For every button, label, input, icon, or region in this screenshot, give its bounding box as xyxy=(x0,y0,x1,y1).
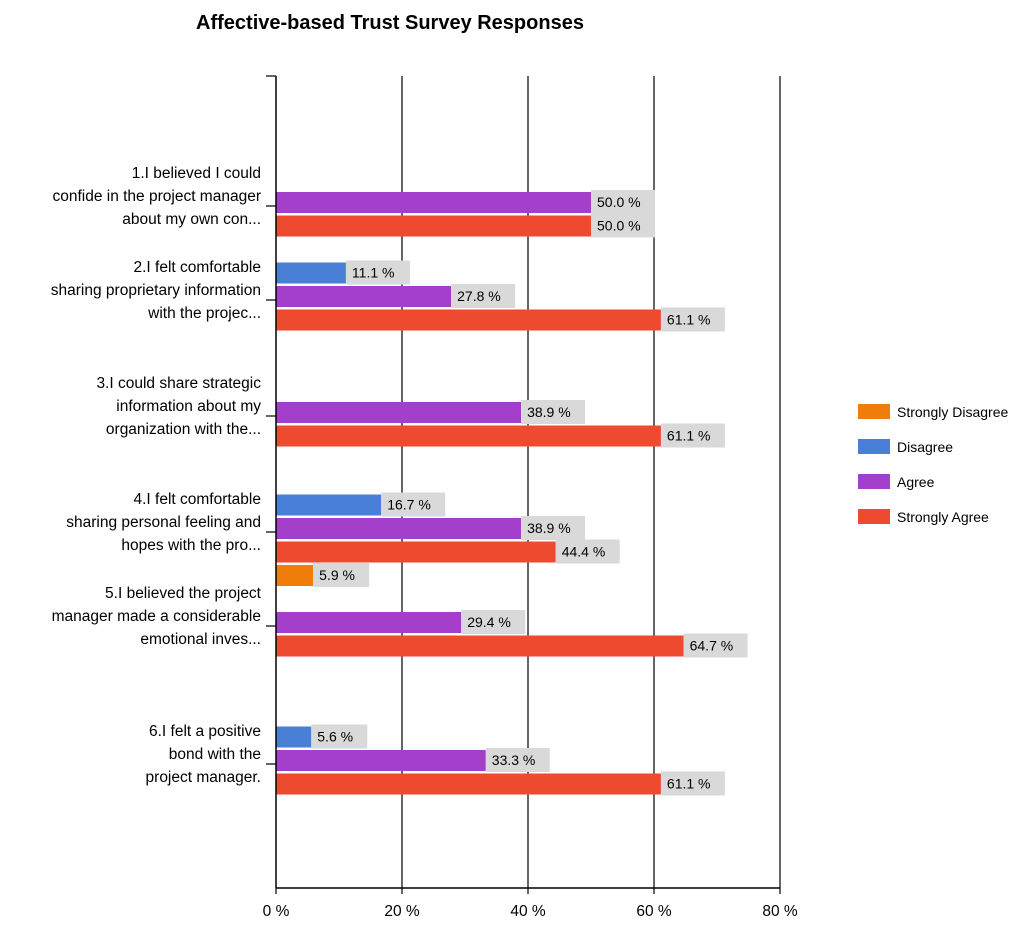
data-label-bg xyxy=(451,284,516,308)
data-label: 61.1 % xyxy=(667,776,711,792)
legend-label: Disagree xyxy=(897,439,953,455)
data-label: 5.6 % xyxy=(317,729,353,745)
category-label: 2.I felt comfortable sharing proprietary … xyxy=(51,259,261,322)
legend-swatch xyxy=(858,439,890,454)
data-label: 27.8 % xyxy=(457,288,501,304)
x-tick-label: 0 % xyxy=(263,903,290,920)
data-label-bg xyxy=(485,748,550,772)
legend-label: Strongly Agree xyxy=(897,509,989,525)
bar xyxy=(276,192,591,213)
x-tick-label: 80 % xyxy=(762,903,798,920)
bar xyxy=(276,215,591,237)
data-label: 16.7 % xyxy=(387,497,431,513)
bar xyxy=(276,565,314,586)
category-labels: 1.I believed I could confide in the proje… xyxy=(51,165,262,786)
data-label: 64.7 % xyxy=(690,638,734,654)
bar xyxy=(276,750,486,771)
bar xyxy=(276,494,382,516)
axes xyxy=(266,75,780,889)
data-label-bg xyxy=(660,771,725,796)
bar xyxy=(276,612,462,633)
bar xyxy=(276,402,522,423)
legend-swatch xyxy=(858,509,890,524)
category-label: 1.I believed I could confide in the proje… xyxy=(52,165,261,228)
x-tick-label: 40 % xyxy=(510,903,546,920)
bars: 50.0 % 50.0 % 11.1 % 27.8 % 61.1 % 38.9 % 61.1… xyxy=(276,190,748,796)
data-label: 61.1 % xyxy=(667,428,711,444)
x-tick-label: 60 % xyxy=(636,903,672,920)
bar xyxy=(276,425,661,447)
data-label-bg xyxy=(660,423,725,448)
bar xyxy=(276,518,522,539)
category-label: 4.I felt comfortable sharing personal fee… xyxy=(66,491,261,554)
data-label: 38.9 % xyxy=(527,404,571,420)
data-label-bg xyxy=(313,563,370,587)
data-label-bg xyxy=(555,539,620,564)
x-tick-label: 20 % xyxy=(384,903,420,920)
data-label: 50.0 % xyxy=(597,218,641,234)
data-label-bg xyxy=(591,190,655,214)
legend-label: Agree xyxy=(897,474,935,490)
bar xyxy=(276,541,556,563)
legend: Strongly Disagree Disagree Agree Strongly A… xyxy=(858,404,1008,525)
data-label-bg xyxy=(591,213,655,238)
bar xyxy=(276,309,661,331)
data-label: 29.4 % xyxy=(467,614,511,630)
bar xyxy=(276,773,661,795)
data-label-bg xyxy=(381,492,446,517)
data-label: 50.0 % xyxy=(597,194,641,210)
data-label-bg xyxy=(660,307,725,332)
legend-swatch xyxy=(858,404,890,419)
data-label: 11.1 % xyxy=(352,265,395,281)
category-label: 6.I felt a positive bond with the project … xyxy=(146,723,261,786)
category-label: 3.I could share strategic information abo… xyxy=(96,375,261,438)
data-label-bg xyxy=(521,516,586,540)
bar xyxy=(276,262,346,284)
category-label: 5.I believed the project manager made a c… xyxy=(52,585,262,648)
data-label: 44.4 % xyxy=(562,544,606,560)
data-label-bg xyxy=(683,633,748,658)
bar xyxy=(276,286,452,307)
data-label-bg xyxy=(345,260,410,285)
data-label: 38.9 % xyxy=(527,520,571,536)
data-label: 33.3 % xyxy=(492,752,536,768)
data-label-bg xyxy=(521,400,586,424)
legend-label: Strongly Disagree xyxy=(897,404,1008,420)
bar xyxy=(276,726,312,748)
chart-title: Affective-based Trust Survey Responses xyxy=(196,12,584,34)
data-label: 61.1 % xyxy=(667,312,711,328)
data-label-bg xyxy=(461,610,526,634)
legend-swatch xyxy=(858,474,890,489)
data-label: 5.9 % xyxy=(319,567,355,583)
bar xyxy=(276,635,684,657)
data-label-bg xyxy=(311,724,368,749)
x-tick-labels: 0 % 20 % 40 % 60 % 80 % xyxy=(263,903,798,920)
